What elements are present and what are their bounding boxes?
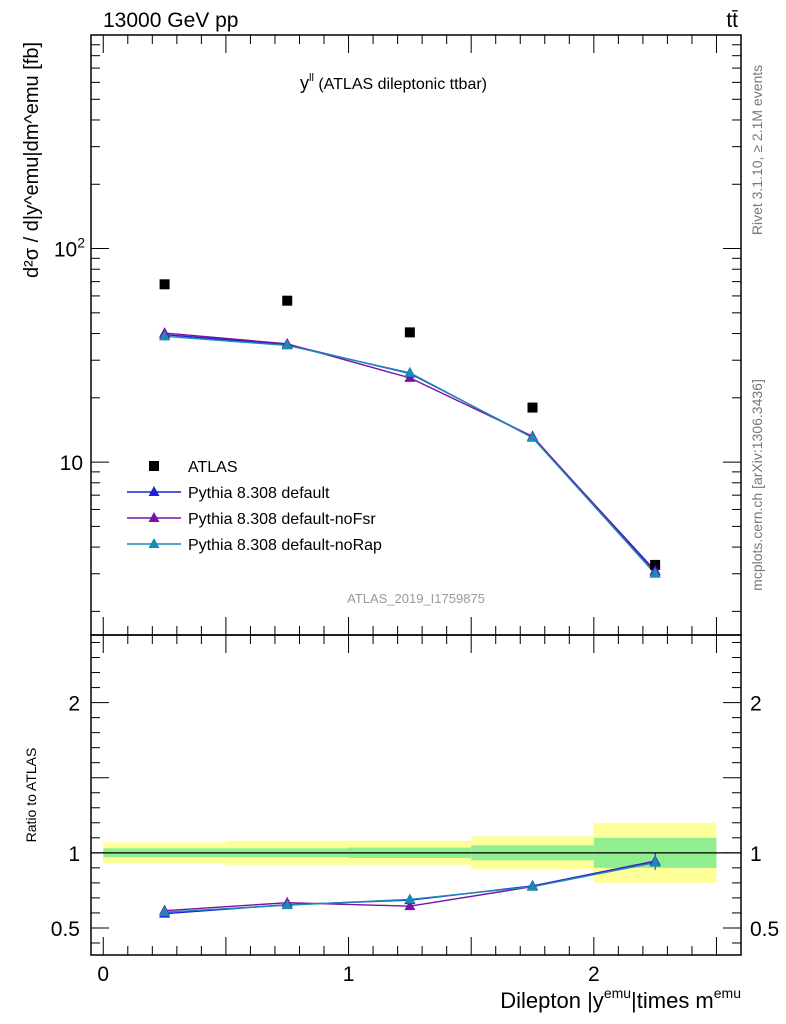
ratio-point-2 <box>281 899 293 910</box>
ratio-point-2 <box>159 906 171 917</box>
process-label: tt̄ <box>726 9 738 32</box>
analysis-label: ATLAS_2019_I1759875 <box>347 591 485 606</box>
energy-label: 13000 GeV pp <box>103 9 238 32</box>
legend-label-2: Pythia 8.308 default-noFsr <box>188 511 376 528</box>
data-point-3 <box>649 567 661 578</box>
x-axis-label: Dilepton |yemu|times memu <box>500 985 741 1013</box>
ratio-frame <box>90 634 742 956</box>
ratio-ytick-label-right: 2 <box>750 693 762 716</box>
plot-title-sup: ll <box>309 72 314 84</box>
ratio-point-1 <box>404 900 416 911</box>
xlabel-mid: |times m <box>631 988 714 1013</box>
main-ytick-label: 10 <box>60 452 83 475</box>
ratio-ytick-label-left: 0.5 <box>51 918 80 941</box>
data-point-3 <box>527 431 539 442</box>
data-point-atlas <box>404 327 415 338</box>
data-point-atlas <box>527 402 538 413</box>
data-point-2 <box>404 371 416 382</box>
ratio-point-2 <box>649 856 661 867</box>
main-panel: 10 102 ATLAS Pythia 8.308 default Pythia 8.3… <box>54 34 742 636</box>
main-ytick-label: 102 <box>54 235 85 262</box>
data-point-3 <box>159 330 171 341</box>
ratio-xtick-label: 2 <box>588 963 600 986</box>
legend-marker-2 <box>148 512 160 522</box>
ratio-ylabel: Ratio to ATLAS <box>23 748 39 843</box>
ratio-ytick-label-right: 1 <box>750 843 762 866</box>
ratio-ytick-label-right: 0.5 <box>750 918 779 941</box>
ratio-ytick-label-left: 1 <box>68 843 80 866</box>
xlabel-sup2: emu <box>714 985 741 1001</box>
ratio-ytick-label-left: 2 <box>68 693 80 716</box>
data-point-3 <box>404 366 416 377</box>
ratio-xtick-label: 0 <box>97 963 109 986</box>
rivet-label: Rivet 3.1.10, ≥ 2.1M events <box>749 65 765 235</box>
legend-marker-atlas <box>149 461 159 471</box>
legend-marker-1 <box>148 486 160 496</box>
ratio-point-2 <box>527 880 539 891</box>
legend-label-1: Pythia 8.308 default <box>188 485 330 502</box>
xlabel-main: Dilepton |y <box>500 988 604 1013</box>
data-point-atlas <box>282 295 293 306</box>
legend-marker-3 <box>148 538 160 548</box>
ratio-panel: 0.5 0.5 1 1 2 2 0 1 2 <box>51 634 779 986</box>
data-point-atlas <box>159 279 170 290</box>
main-ylabel: d²σ / d|y^emu|dm^emu [fb] <box>21 42 43 278</box>
plot-title-rest: (ATLAS dileptonic ttbar) <box>314 76 487 93</box>
ratio-point-2 <box>404 893 416 904</box>
legend-label-0: ATLAS <box>188 459 238 476</box>
mcplots-label: mcplots.cern.ch [arXiv:1306.3436] <box>749 379 765 591</box>
plot-title: yll (ATLAS dileptonic ttbar) <box>300 72 487 93</box>
xlabel-sup1: emu <box>604 985 631 1001</box>
plot-title-main: y <box>300 73 309 93</box>
data-point-3 <box>281 339 293 350</box>
ratio-xtick-label: 1 <box>343 963 355 986</box>
legend-label-3: Pythia 8.308 default-noRap <box>188 537 382 554</box>
